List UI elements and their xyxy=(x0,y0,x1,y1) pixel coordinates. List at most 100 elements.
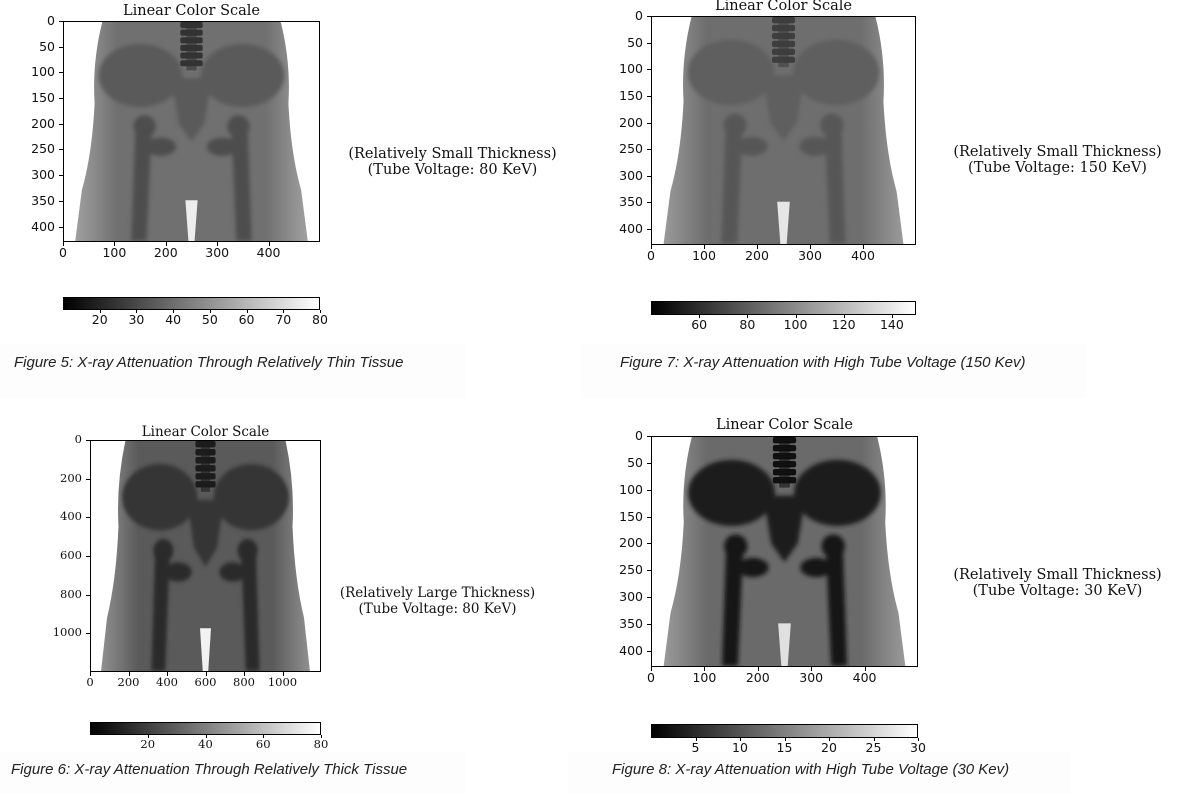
colorbar-tick-mark xyxy=(173,310,175,313)
x-tick-mark xyxy=(167,672,168,676)
y-tick-mark xyxy=(59,46,63,48)
colorbar-tick-mark xyxy=(829,738,830,741)
y-tick-mark xyxy=(647,122,651,124)
x-tick-label: 300 xyxy=(798,248,822,263)
colorbar-tick-label: 70 xyxy=(275,312,292,327)
colorbar-tick-label: 80 xyxy=(312,312,328,327)
plot-title: Linear Color Scale xyxy=(715,417,854,433)
thickness-note: (Relatively Small Thickness) (Tube Volta… xyxy=(945,144,1170,176)
colorbar-tick-mark xyxy=(263,735,265,738)
colorbar-tick-mark xyxy=(747,315,749,318)
thickness-label: (Relatively Small Thickness) xyxy=(348,146,557,162)
colorbar-tick-label: 30 xyxy=(128,312,145,327)
y-tick-label: 200 xyxy=(619,114,643,130)
y-tick-label: 400 xyxy=(31,218,55,234)
y-tick-label: 400 xyxy=(60,509,82,524)
y-tick-label: 400 xyxy=(619,221,643,237)
y-tick-mark xyxy=(647,543,651,545)
colorbar-tick-mark xyxy=(147,735,149,738)
y-tick-mark xyxy=(647,597,651,599)
colorbar-tick-label: 20 xyxy=(821,740,837,755)
thickness-note: (Relatively Small Thickness) (Tube Volta… xyxy=(340,146,565,178)
colorbar-tick-mark xyxy=(321,735,322,738)
y-tick-label: 50 xyxy=(627,454,643,470)
y-tick-mark xyxy=(647,436,651,437)
y-tick-mark xyxy=(59,72,63,74)
colorbar-tick-label: 60 xyxy=(238,312,255,327)
colorbar xyxy=(651,724,918,738)
x-tick-label: 800 xyxy=(233,675,255,689)
plot-title: Linear Color Scale xyxy=(141,424,270,440)
colorbar-tick-mark xyxy=(283,310,285,313)
y-tick-mark xyxy=(59,21,63,22)
y-tick-mark xyxy=(59,123,63,125)
y-tick-label: 100 xyxy=(31,64,55,80)
y-tick-mark xyxy=(59,226,63,228)
colorbar-tick-label: 60 xyxy=(691,317,708,332)
y-tick-mark xyxy=(647,149,651,151)
x-tick-mark xyxy=(864,667,866,671)
y-tick-label: 0 xyxy=(74,432,82,446)
colorbar-tick-mark xyxy=(795,315,797,318)
thickness-note: (Relatively Small Thickness) (Tube Volta… xyxy=(945,567,1170,599)
colorbar-tick-mark xyxy=(695,738,697,741)
y-tick-mark xyxy=(647,462,651,464)
colorbar-tick-label: 80 xyxy=(313,737,329,751)
colorbar-tick-label: 80 xyxy=(739,317,756,332)
y-tick-label: 1000 xyxy=(52,625,82,640)
x-tick-label: 200 xyxy=(153,245,178,260)
y-tick-label: 150 xyxy=(619,87,643,103)
y-tick-label: 300 xyxy=(31,167,55,183)
plot-title: Linear Color Scale xyxy=(714,0,853,14)
y-tick-mark xyxy=(647,229,651,231)
x-tick-mark xyxy=(205,672,207,676)
x-tick-mark xyxy=(268,242,270,246)
x-tick-label: 300 xyxy=(799,670,824,685)
y-tick-label: 150 xyxy=(31,90,55,106)
y-tick-mark xyxy=(647,202,651,204)
colorbar-tick-mark xyxy=(918,738,919,741)
y-tick-mark xyxy=(647,175,651,177)
x-tick-label: 400 xyxy=(852,670,877,685)
y-tick-label: 50 xyxy=(627,34,643,50)
y-tick-label: 250 xyxy=(31,141,55,157)
y-tick-label: 300 xyxy=(619,167,643,183)
x-tick-mark xyxy=(757,245,758,249)
colorbar-tick-mark xyxy=(740,738,741,741)
colorbar xyxy=(90,722,321,735)
y-tick-mark xyxy=(86,556,90,557)
colorbar-tick-mark xyxy=(699,315,701,318)
y-tick-label: 600 xyxy=(60,548,82,562)
y-tick-mark xyxy=(647,489,651,491)
y-tick-label: 100 xyxy=(619,481,643,497)
y-tick-mark xyxy=(86,633,90,635)
x-tick-mark xyxy=(128,672,130,676)
y-tick-label: 300 xyxy=(619,589,643,605)
y-tick-mark xyxy=(59,149,63,151)
y-tick-mark xyxy=(86,440,90,441)
y-tick-label: 350 xyxy=(619,194,643,210)
x-tick-mark xyxy=(244,672,245,676)
thickness-label: (Relatively Small Thickness) xyxy=(953,567,1162,583)
colorbar-tick-label: 60 xyxy=(255,737,271,751)
colorbar-tick-label: 40 xyxy=(165,312,182,327)
x-tick-mark xyxy=(863,245,864,249)
colorbar-tick-label: 25 xyxy=(865,740,882,755)
y-tick-mark xyxy=(647,624,651,626)
xray-attenuation-image xyxy=(663,437,906,666)
x-tick-mark xyxy=(651,667,652,671)
colorbar-tick-mark xyxy=(246,310,248,313)
x-tick-mark xyxy=(704,667,706,671)
colorbar-tick-mark xyxy=(320,310,321,313)
thickness-note: (Relatively Large Thickness) (Tube Volta… xyxy=(330,585,545,617)
x-tick-label: 200 xyxy=(745,248,769,263)
xray-image-plot xyxy=(651,436,918,667)
y-tick-label: 50 xyxy=(39,38,55,54)
y-tick-label: 200 xyxy=(60,470,82,485)
y-tick-label: 350 xyxy=(31,192,55,208)
y-tick-label: 250 xyxy=(619,141,643,157)
voltage-label: (Tube Voltage: 150 KeV) xyxy=(968,160,1147,176)
x-tick-mark xyxy=(63,242,64,246)
figure-caption: Figure 6: X-ray Attenuation Through Rela… xyxy=(0,752,466,794)
y-tick-label: 250 xyxy=(619,562,643,578)
